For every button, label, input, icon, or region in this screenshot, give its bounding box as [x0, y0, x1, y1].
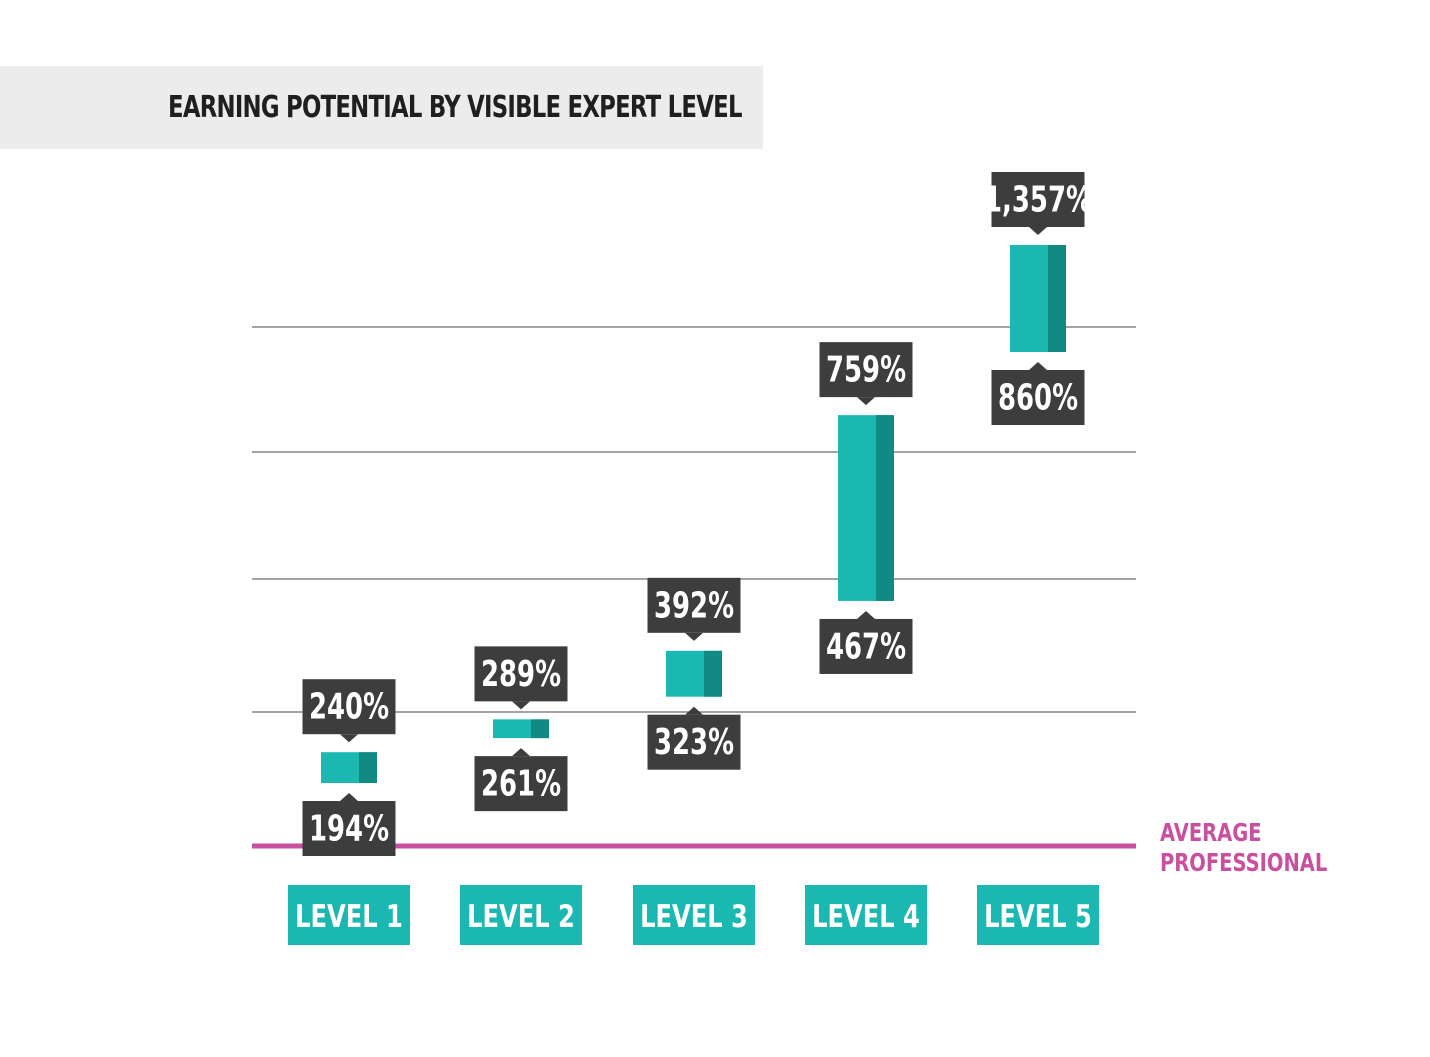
high-label-level-2-box: [474, 646, 568, 702]
low-label-level-4-pointer: [857, 610, 875, 619]
baseline-label-line-1: AVERAGE: [1160, 819, 1262, 848]
baseline-label-line-2: PROFESSIONAL: [1160, 849, 1327, 878]
category-box: [977, 885, 1099, 945]
category-box: [633, 885, 755, 945]
high-label-level-3-text: 392%: [654, 585, 734, 626]
low-label-level-1-box: [302, 801, 396, 857]
low-label-level-3-pointer: [685, 706, 703, 715]
high-label-level-2-text: 289%: [481, 654, 561, 695]
category-level-2: LEVEL 2: [460, 885, 582, 945]
low-label-level-2: 261%: [474, 748, 568, 812]
low-label-level-3-box: [647, 714, 741, 770]
category-labels-group: LEVEL 1 LEVEL 2 LEVEL 3 LEVEL 4 LEVEL 5: [288, 885, 1099, 945]
high-label-level-3: 392%: [647, 577, 741, 641]
high-label-level-1: 240%: [302, 679, 396, 743]
bar-level-5-shade: [1048, 245, 1066, 352]
high-label-level-4-text: 759%: [826, 349, 906, 390]
high-label-level-3-box: [647, 577, 741, 633]
high-label-level-5-pointer: [1029, 227, 1047, 235]
high-label-level-1-pointer: [340, 734, 358, 743]
bar-level-4-shade: [876, 415, 894, 601]
category-level-4: LEVEL 4: [805, 885, 927, 945]
bar-level-1-shade: [359, 752, 377, 784]
low-label-level-5-text: 860%: [998, 377, 1078, 418]
category-label: LEVEL 4: [812, 898, 920, 935]
low-label-level-1-pointer: [340, 793, 358, 802]
value-labels-group: 240% 194% 289% 261% 392% 323% 759% 467% 1,357% 86…: [302, 172, 1092, 857]
high-label-level-4-box: [819, 342, 913, 398]
category-box: [288, 885, 410, 945]
low-label-level-4: 467%: [819, 610, 913, 674]
low-label-level-2-text: 261%: [481, 763, 561, 804]
category-label: LEVEL 5: [984, 898, 1092, 935]
chart-title: EARNING POTENTIAL BY VISIBLE EXPERT LEVE…: [168, 90, 742, 125]
low-label-level-1: 194%: [302, 793, 396, 857]
high-label-level-1-text: 240%: [309, 687, 389, 728]
high-label-level-3-pointer: [685, 632, 703, 641]
bars-group: [321, 245, 1066, 784]
low-label-level-4-box: [819, 618, 913, 674]
category-box: [805, 885, 927, 945]
low-label-level-3-text: 323%: [654, 722, 734, 763]
low-label-level-2-pointer: [512, 748, 530, 757]
bar-level-3-shade: [704, 650, 722, 697]
high-label-level-4: 759%: [819, 342, 913, 406]
low-label-level-4-text: 467%: [826, 626, 906, 667]
low-label-level-1-text: 194%: [309, 808, 389, 849]
category-label: LEVEL 3: [640, 898, 748, 935]
low-label-level-2-box: [474, 756, 568, 812]
category-level-5: LEVEL 5: [977, 885, 1099, 945]
category-level-3: LEVEL 3: [633, 885, 755, 945]
category-box: [460, 885, 582, 945]
bar-level-2-shade: [531, 719, 549, 739]
category-level-1: LEVEL 1: [288, 885, 410, 945]
low-label-level-5: 860%: [991, 362, 1085, 425]
high-label-level-2: 289%: [474, 646, 568, 710]
high-label-level-1-box: [302, 679, 396, 735]
low-label-level-5-pointer: [1029, 362, 1047, 370]
low-label-level-3: 323%: [647, 706, 741, 770]
title-banner: EARNING POTENTIAL BY VISIBLE EXPERT LEVE…: [0, 66, 763, 149]
category-label: LEVEL 1: [295, 898, 403, 935]
high-label-level-4-pointer: [857, 397, 875, 406]
high-label-level-2-pointer: [512, 701, 530, 710]
high-label-level-5-box: [991, 172, 1085, 227]
high-label-level-5-text: 1,357%: [984, 179, 1092, 220]
high-label-level-5: 1,357%: [984, 172, 1092, 235]
category-label: LEVEL 2: [467, 898, 575, 935]
low-label-level-5-box: [991, 370, 1085, 425]
